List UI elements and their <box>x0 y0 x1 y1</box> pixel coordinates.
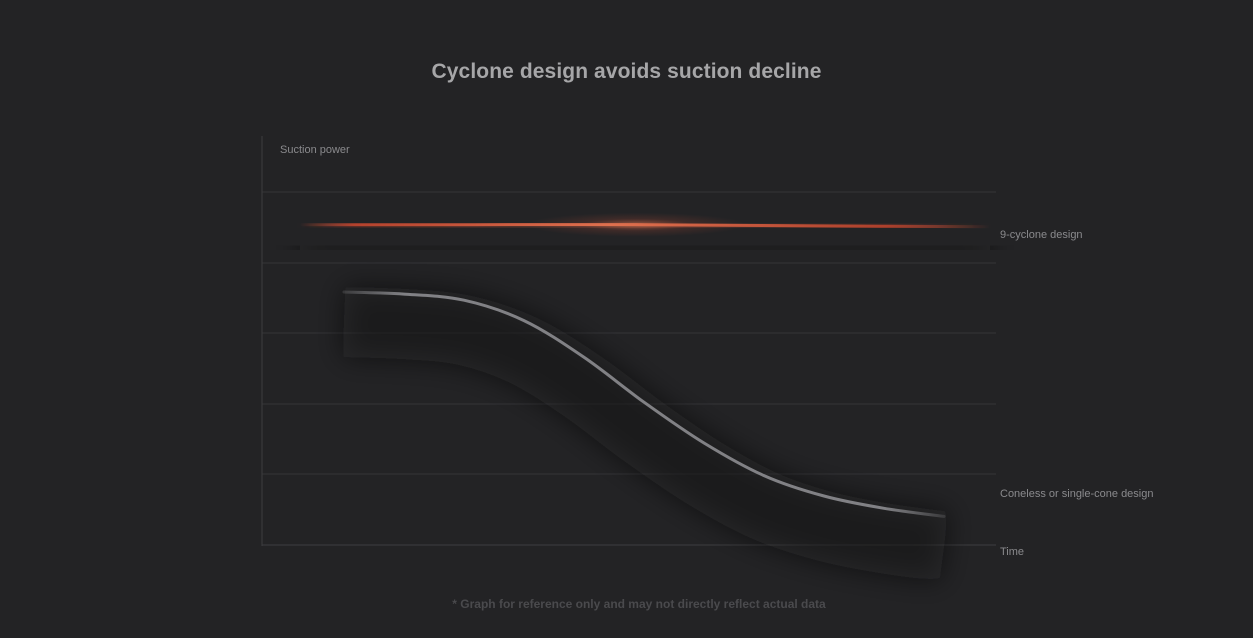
x-axis-label: Time <box>1000 546 1024 558</box>
series-label-9-cyclone: 9-cyclone design <box>1000 229 1083 241</box>
series-layer <box>298 212 992 582</box>
series-line-9-cyclone <box>298 223 992 229</box>
footnote: * Graph for reference only and may not d… <box>452 597 826 611</box>
cyclone-shadow <box>300 226 991 269</box>
chart-title: Cyclone design avoids suction decline <box>431 60 822 83</box>
series-line-coneless <box>342 290 946 518</box>
coneless-shadow <box>342 287 949 582</box>
y-axis-label: Suction power <box>280 144 350 156</box>
series-label-coneless: Coneless or single-cone design <box>1000 488 1153 500</box>
